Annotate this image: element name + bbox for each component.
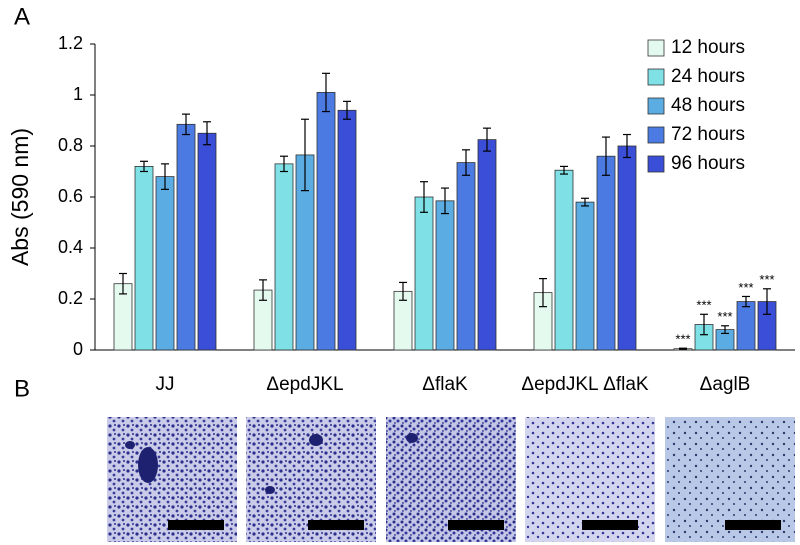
bar	[316, 92, 336, 351]
significance-label: ***	[675, 332, 690, 347]
bar	[155, 176, 175, 351]
bar	[337, 109, 357, 351]
bar	[477, 139, 497, 351]
y-axis-label: Abs (590 nm)	[7, 128, 33, 266]
bar	[736, 301, 756, 351]
bar	[435, 200, 455, 351]
legend-label: 48 hours	[671, 95, 745, 116]
cell-clump	[309, 434, 323, 446]
bar	[414, 196, 434, 351]
cell-clump	[406, 433, 418, 443]
bar	[554, 169, 574, 351]
x-tick-label: ΔaglB	[700, 374, 751, 395]
legend-label: 12 hours	[671, 37, 745, 58]
legend-swatch	[647, 68, 665, 86]
significance-label: ***	[738, 280, 753, 295]
panel-label: B	[14, 375, 30, 402]
bar	[596, 155, 616, 351]
legend-swatch	[647, 155, 665, 173]
panel-label: A	[14, 3, 30, 30]
x-tick-label: ΔflaK	[422, 374, 468, 395]
legend-label: 72 hours	[671, 124, 745, 145]
bar	[197, 132, 217, 351]
x-tick-label: JJ	[156, 374, 175, 395]
y-tick-label: 0.6	[58, 186, 83, 206]
cell-clump	[125, 441, 135, 449]
y-tick-label: 0.2	[58, 288, 83, 308]
bar	[456, 162, 476, 351]
legend-swatch	[647, 39, 665, 57]
bar	[617, 145, 637, 351]
bar	[274, 163, 294, 351]
scale-bar	[168, 520, 224, 530]
bar	[176, 123, 196, 351]
legend-label: 96 hours	[671, 153, 745, 174]
legend-swatch	[647, 126, 665, 144]
y-tick-label: 0	[73, 339, 83, 359]
cell-clump	[138, 447, 158, 483]
y-tick-label: 1	[73, 84, 83, 104]
legend-swatch	[647, 97, 665, 115]
micrographs	[107, 417, 795, 542]
scale-bar	[725, 520, 781, 530]
legend-label: 24 hours	[671, 66, 745, 87]
scale-bar	[448, 520, 504, 530]
y-tick-label: 0.4	[58, 237, 83, 257]
scale-bar	[582, 520, 638, 530]
y-tick-label: 0.8	[58, 135, 83, 155]
cell-clump	[265, 486, 275, 494]
bar	[575, 201, 595, 351]
y-tick-label: 1.2	[58, 33, 83, 53]
significance-label: ***	[717, 309, 732, 324]
significance-label: ***	[759, 272, 774, 287]
bar	[134, 165, 154, 351]
x-tick-label: ΔepdJKL	[266, 374, 343, 395]
scale-bar	[308, 520, 364, 530]
significance-label: ***	[696, 298, 711, 313]
x-tick-label: ΔepdJKL ΔflaK	[521, 374, 648, 395]
